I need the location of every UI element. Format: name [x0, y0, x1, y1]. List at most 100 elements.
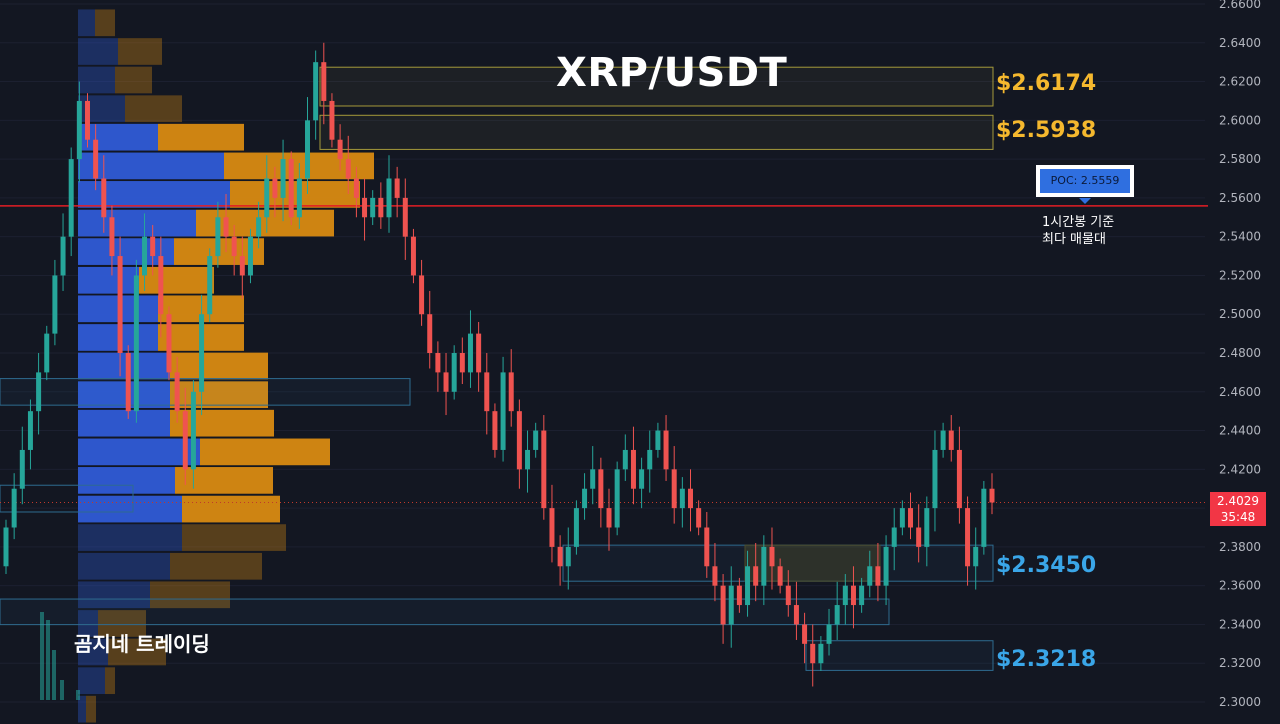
vp-buy-bar	[78, 695, 86, 723]
candle-body	[142, 236, 148, 276]
vp-buy-bar	[78, 123, 158, 151]
candle-body	[76, 100, 82, 160]
candle-body	[573, 508, 579, 547]
zone-box	[0, 484, 134, 513]
level-label-2-6174: $2.6174	[996, 71, 1097, 96]
candle-body	[687, 488, 693, 509]
vp-sell-bar	[170, 352, 268, 380]
vp-buy-bar	[78, 238, 174, 265]
candle-body	[785, 585, 791, 606]
candle-body	[932, 449, 938, 509]
candle-body	[704, 527, 710, 567]
candle-body	[239, 256, 245, 276]
y-tick-label: 2.4600	[1219, 385, 1261, 399]
vp-buy-bar	[78, 638, 108, 666]
zone-box	[744, 544, 881, 582]
candle-body	[337, 139, 343, 160]
candle-body	[207, 256, 213, 315]
vp-sell-bar	[98, 610, 146, 637]
y-tick-label: 2.3800	[1219, 540, 1261, 554]
candle-body	[256, 217, 262, 237]
y-tick-label: 2.6200	[1219, 75, 1261, 89]
candle-body	[68, 159, 74, 237]
candle-body	[27, 411, 33, 450]
vp-buy-bar	[78, 524, 182, 551]
vp-buy-bar	[78, 610, 98, 637]
vp-buy-bar	[78, 467, 175, 494]
candle-body	[753, 566, 759, 586]
candle-body	[288, 159, 294, 218]
candle-body	[973, 546, 979, 567]
candle-body	[745, 566, 751, 606]
vp-sell-bar	[86, 695, 96, 723]
candle-body	[924, 508, 930, 547]
vp-buy-bar	[78, 409, 170, 437]
candle-body	[696, 508, 702, 528]
candle-body	[810, 643, 816, 664]
candle-body	[419, 275, 425, 315]
candle-body	[606, 508, 612, 528]
candle-body	[981, 488, 987, 547]
candle-body	[728, 585, 734, 625]
candle-body	[899, 508, 905, 528]
candle-body	[736, 585, 742, 606]
volume-bar	[40, 612, 44, 700]
candle-body	[215, 217, 221, 257]
candle-body	[956, 449, 962, 509]
level-label-2-3450: $2.3450	[996, 553, 1097, 578]
candle-body	[867, 566, 873, 586]
candle-body	[598, 469, 604, 509]
candle-body	[647, 449, 653, 470]
candle-body	[272, 178, 278, 198]
poc-note-line2: 최다 매물대	[1042, 232, 1106, 247]
y-tick-label: 2.6000	[1219, 113, 1261, 127]
y-tick-label: 2.4400	[1219, 424, 1261, 438]
candle-body	[541, 430, 547, 509]
vp-sell-bar	[150, 581, 230, 609]
y-tick-label: 2.6400	[1219, 36, 1261, 50]
candle-body	[329, 100, 335, 140]
zone-box	[319, 66, 994, 107]
vp-buy-bar	[78, 209, 196, 237]
candle-body	[614, 469, 620, 528]
candle-body	[11, 488, 17, 528]
candle-body	[850, 585, 856, 606]
y-tick-label: 2.5000	[1219, 307, 1261, 321]
candle-body	[231, 236, 237, 257]
poc-label: POC: 2.5559	[1040, 169, 1130, 193]
candle-body	[769, 546, 775, 567]
y-tick-label: 2.6600	[1219, 0, 1261, 11]
vp-buy-bar	[78, 381, 170, 409]
vp-sell-bar	[108, 638, 166, 666]
watermark: 곰지네 트레이딩	[74, 632, 210, 656]
candle-body	[223, 217, 229, 237]
vp-sell-bar	[182, 524, 286, 551]
y-tick-label: 2.4800	[1219, 346, 1261, 360]
candle-body	[459, 353, 465, 373]
candle-body	[19, 449, 25, 489]
candle-body	[639, 469, 645, 489]
candle-body	[60, 236, 66, 276]
y-tick-label: 2.5600	[1219, 191, 1261, 205]
candle-body	[44, 333, 50, 373]
candle-body	[190, 391, 196, 470]
zone-box	[805, 640, 994, 671]
candle-body	[557, 546, 563, 567]
zone-box	[0, 378, 411, 406]
vp-buy-bar	[78, 552, 170, 580]
candle-body	[679, 488, 685, 509]
y-tick-label: 2.4200	[1219, 462, 1261, 476]
candle-body	[508, 372, 514, 412]
candle-body	[305, 120, 311, 179]
candle-body	[264, 178, 270, 218]
candle-body	[948, 430, 954, 450]
candle-body	[859, 585, 865, 606]
chart-title: XRP/USDT	[556, 50, 788, 96]
candle-body	[467, 333, 473, 373]
level-label-2-5938: $2.5938	[996, 118, 1097, 143]
volume-bar	[76, 690, 80, 700]
candle-body	[345, 159, 351, 179]
y-tick-label: 2.3400	[1219, 617, 1261, 631]
